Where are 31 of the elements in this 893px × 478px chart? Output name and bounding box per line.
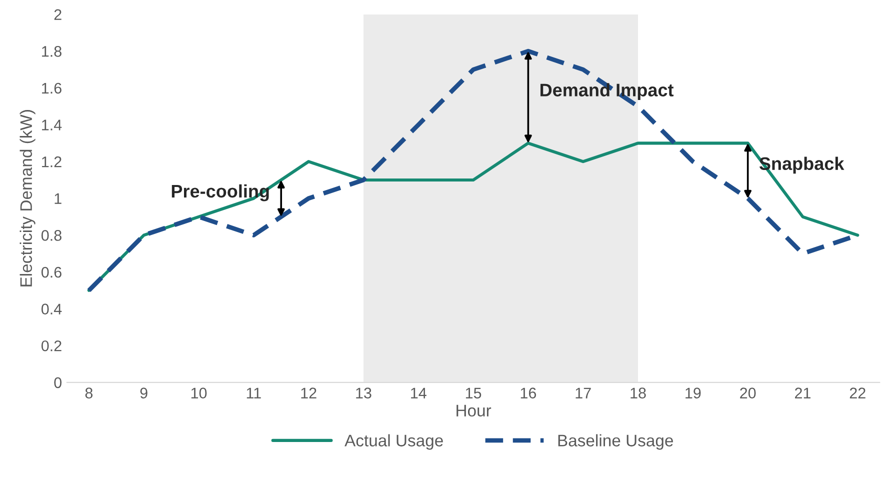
x-tick-label: 13 (356, 388, 372, 398)
x-tick-label: 21 (795, 388, 810, 398)
x-tick-label: 19 (686, 388, 701, 398)
x-axis-title: Hour (456, 404, 492, 417)
legend-label: Baseline Usage (558, 434, 673, 450)
x-tick-label: 9 (140, 388, 148, 398)
y-tick-label: 2 (54, 9, 62, 20)
y-tick-label: 1 (54, 193, 62, 204)
y-tick-label: 0.4 (41, 304, 62, 314)
x-tick-label: 10 (191, 388, 207, 398)
y-tick-label: 1.4 (42, 120, 62, 130)
y-tick-label: 0.8 (41, 230, 62, 241)
annotation: Demand Impact (540, 83, 674, 100)
y-tick-label: 0.6 (41, 266, 62, 278)
y-tick-label: 0 (54, 377, 62, 388)
x-tick-label: 8 (85, 388, 93, 398)
x-tick-label: 17 (576, 388, 591, 398)
x-tick-label: 15 (466, 388, 482, 398)
y-tick-label: 1.6 (42, 82, 62, 94)
y-axis-title: Electricity Demand (kW) (20, 110, 36, 286)
x-tick-label: 11 (246, 388, 261, 398)
legend-label: Actual Usage (344, 434, 443, 450)
x-tick-label: 12 (301, 388, 316, 398)
x-tick-label: 22 (850, 388, 866, 398)
x-tick-label: 18 (630, 388, 646, 398)
x-tick-label: 16 (520, 388, 536, 398)
y-tick-label: 1.8 (42, 46, 62, 57)
y-tick-label: 0.2 (41, 340, 62, 352)
y-tick-label: 1.2 (42, 156, 62, 168)
x-tick-label: 14 (411, 388, 426, 398)
x-tick-label: 20 (740, 388, 756, 398)
